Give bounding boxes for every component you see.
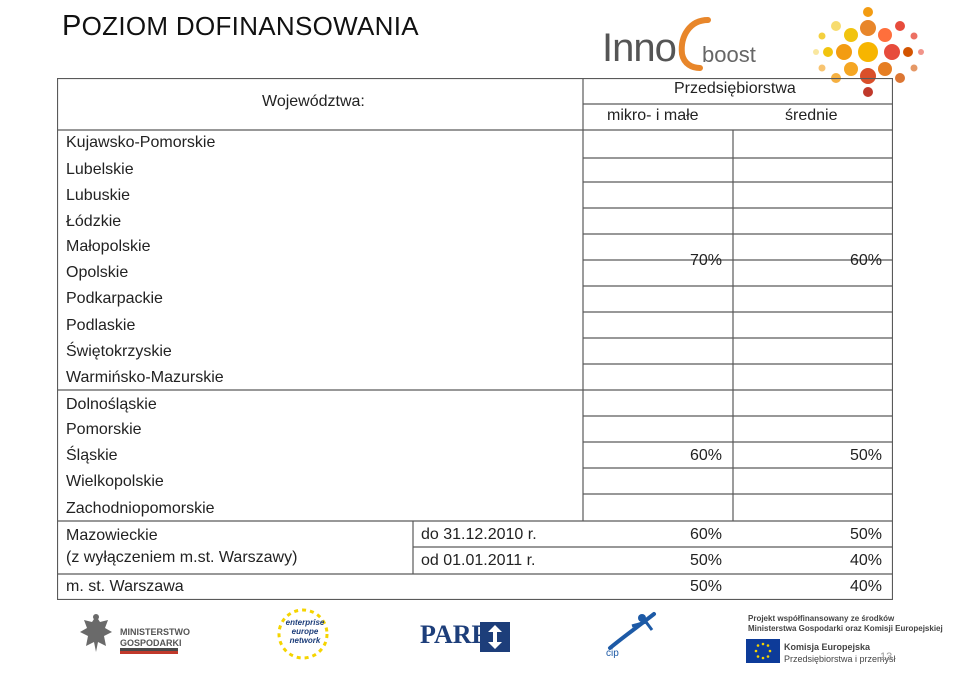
warszawa-micro-small-rate: 50% [689, 578, 722, 595]
cip-jumper-icon [608, 612, 656, 650]
region-warszawa: m. st. Warszawa [66, 578, 184, 595]
region-name: Wielkopolskie [66, 473, 164, 490]
eu-project-text: Projekt współfinansowany ze środków Mini… [748, 614, 943, 633]
cip-logo-text: cip [606, 648, 619, 659]
region-name: Podlaskie [66, 317, 136, 334]
region-name: Zachodniopomorskie [66, 500, 215, 517]
group1-medium-rate: 60% [849, 252, 882, 269]
period-label: od 01.01.2011 r. [421, 552, 536, 569]
mazowieckie-medium-rate: 50% [849, 526, 882, 543]
header-micro-small: mikro- i małe [607, 107, 699, 124]
ministry-red-stripe [120, 651, 178, 654]
region-name: Lubelskie [66, 161, 134, 178]
funding-table-grid [57, 78, 893, 600]
group1-micro-small-rate: 70% [689, 252, 722, 269]
region-name: Lubuskie [66, 187, 131, 204]
region-name: Kujawsko-Pomorskie [66, 134, 216, 151]
ministry-dark-stripe [120, 648, 178, 651]
group2-micro-small-rate: 60% [689, 447, 722, 464]
region-name: Pomorskie [66, 421, 142, 438]
region-name: Warmińsko-Mazurskie [66, 369, 224, 386]
period-label: do 31.12.2010 r. [421, 526, 537, 543]
header-medium: średnie [785, 107, 838, 124]
warszawa-medium-rate: 40% [849, 578, 882, 595]
colorful-flower-logo [813, 7, 924, 97]
innoboost-logo-inno: Inno [602, 26, 677, 70]
mazowieckie-micro-small-rate: 60% [689, 526, 722, 543]
een-stars-icon [277, 608, 329, 660]
region-name: Podkarpackie [66, 290, 163, 307]
innoboost-logo-boost: boost [702, 42, 756, 67]
parp-arrows-icon [480, 622, 510, 652]
region-name: Małopolskie [66, 238, 151, 255]
region-mazowieckie: Mazowieckie [66, 527, 158, 544]
region-mazowieckie-note: (z wyłączeniem m.st. Warszawy) [66, 549, 298, 566]
eu-flag-icon [746, 639, 780, 663]
mazowieckie-micro-small-rate: 50% [689, 552, 722, 569]
page-title: POZIOM DOFINANSOWANIA [62, 10, 419, 42]
region-name: Łódzkie [66, 213, 122, 230]
region-name: Dolnośląskie [66, 396, 157, 413]
header-regions: Województwa: [262, 93, 365, 110]
header-enterprises: Przedsiębiorstwa [674, 80, 796, 97]
polish-eagle-emblem-icon [80, 614, 112, 652]
region-name: Śląskie [66, 447, 118, 464]
parp-logo: PARP [420, 620, 488, 649]
region-name: Świętokrzyskie [66, 343, 172, 360]
ministry-logo-text: MINISTERSTWO GOSPODARKI [120, 627, 190, 648]
mazowieckie-medium-rate: 40% [849, 552, 882, 569]
een-logo-text: enterprise europe network [285, 618, 325, 645]
group2-medium-rate: 50% [849, 447, 882, 464]
region-name: Opolskie [66, 264, 129, 281]
page-number: 13 [880, 651, 893, 663]
innoboost-swoosh-icon [678, 17, 711, 71]
eu-commission-text: Komisja Europejska Przedsiębiorstwa i pr… [784, 642, 896, 664]
